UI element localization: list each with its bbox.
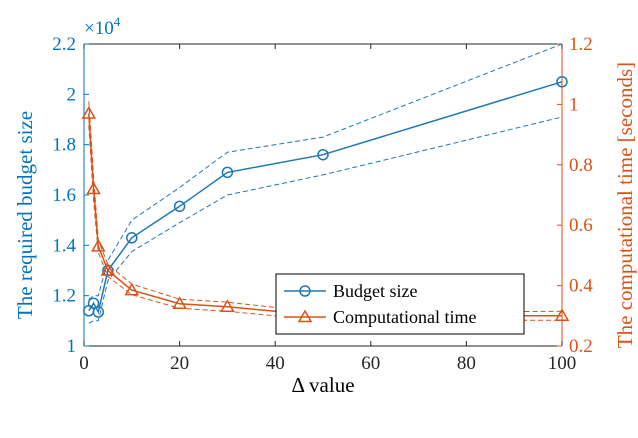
left-y-tick-label: 2	[67, 84, 77, 105]
legend-marker-triangle	[297, 309, 313, 323]
x-tick-label: 60	[361, 353, 380, 374]
time-data-point	[86, 181, 101, 195]
budget-lower-bound-line	[88, 116, 563, 324]
budget-upper-bound-line	[88, 43, 563, 300]
budget-data-point	[556, 76, 568, 88]
exponent-base: ×10	[84, 18, 114, 39]
legend-label-budget-size: Budget size	[333, 281, 417, 301]
left-y-tick-label: 1	[67, 336, 77, 357]
time-data-point	[81, 105, 97, 119]
labels-layer: Δ value The required budget size The com…	[13, 14, 637, 397]
budget-data-point	[173, 200, 186, 213]
budget-series-line	[88, 81, 563, 315]
left-y-tick-label: 1.4	[52, 235, 76, 256]
budget-data-point	[126, 232, 138, 244]
left-y-tick-label: 2.2	[52, 34, 76, 55]
time-data-point	[172, 296, 187, 309]
right-y-tick-label: 1	[569, 94, 579, 115]
budget-data-point	[92, 306, 105, 318]
x-tick-label: 0	[79, 353, 89, 374]
left-y-tick-label: 1.6	[52, 185, 76, 206]
budget-data-point	[87, 297, 100, 309]
x-axis-label: Δ value	[291, 373, 354, 397]
left-y-tick-label: 1.8	[52, 135, 76, 156]
time-data-point	[91, 238, 106, 252]
series-layer	[81, 43, 570, 324]
legend-marker-circle	[299, 285, 311, 297]
right-y-tick-label: 0.2	[569, 336, 593, 357]
x-tick-label: 80	[457, 353, 476, 374]
legend: Budget size Computational time	[275, 273, 525, 335]
right-y-tick-label: 0.6	[569, 215, 593, 236]
exponent-power: 4	[114, 14, 121, 29]
time-data-point	[220, 299, 235, 312]
budget-data-point	[221, 166, 234, 179]
budget-data-point	[317, 148, 329, 161]
x-tick-label: 40	[266, 353, 285, 374]
legend-label-computational-time: Computational time	[333, 307, 476, 327]
right-y-tick-label: 0.8	[569, 155, 593, 176]
x-tick-label: 100	[548, 353, 577, 374]
right-y-tick-label: 1.2	[569, 34, 593, 55]
legend-box	[275, 273, 525, 335]
left-axis-exponent-label: ×104	[84, 14, 121, 39]
time-data-point	[554, 308, 570, 322]
left-y-axis-label: The required budget size	[13, 111, 37, 319]
x-tick-label: 20	[170, 353, 189, 374]
axes-layer: 0 20 40 60 80 100 1 1.2 1.4 1.6 1.8 2 2.2 0.2 0.4 0.6 0.…	[52, 34, 593, 374]
right-y-tick-label: 0.4	[569, 276, 593, 297]
right-y-axis-label: The computational time [seconds]	[613, 62, 637, 348]
left-y-tick-label: 1.2	[52, 286, 76, 307]
time-data-point	[100, 262, 116, 276]
time-data-point	[124, 282, 140, 296]
